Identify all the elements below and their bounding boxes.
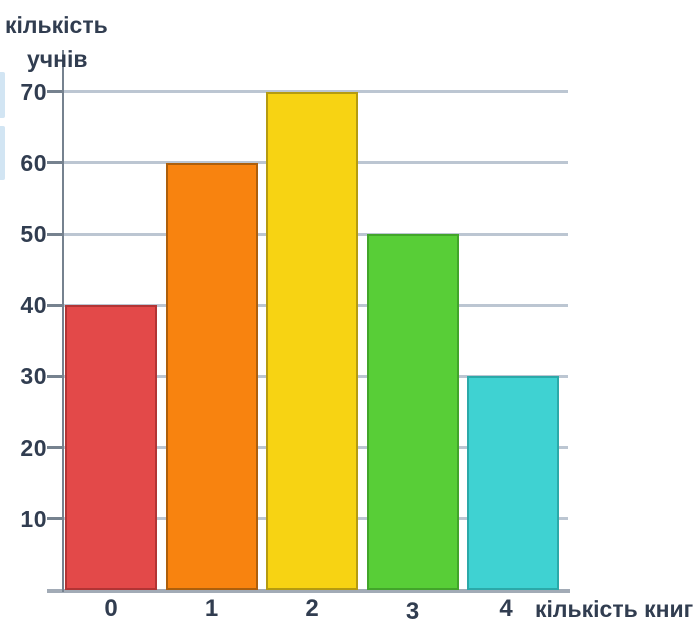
y-axis-title-line2: учнів <box>27 46 88 72</box>
y-axis-title: кількість учнів <box>5 12 108 73</box>
y-tick-30 <box>47 374 64 378</box>
y-tick-20 <box>47 446 64 450</box>
left-edge-fragment <box>0 126 5 180</box>
bar-4 <box>467 376 559 590</box>
x-tick-label-3: 3 <box>405 598 420 624</box>
y-tick-label-40: 40 <box>20 292 47 319</box>
x-tick-label-0: 0 <box>104 595 118 622</box>
y-tick-50 <box>47 232 64 236</box>
y-tick-label-70: 70 <box>20 78 47 105</box>
y-tick-label-30: 30 <box>20 363 47 390</box>
y-tick-label-50: 50 <box>20 221 47 247</box>
y-tick-label-20: 20 <box>20 434 47 461</box>
x-tick-label-1: 1 <box>204 595 219 622</box>
x-tick-label-4: 4 <box>499 595 513 622</box>
bar-1 <box>165 162 258 590</box>
bar-2 <box>266 91 358 590</box>
y-axis-title-line1: кількість <box>5 12 108 38</box>
y-tick-label-60: 60 <box>20 149 47 176</box>
y-axis-line <box>62 50 64 592</box>
x-axis-title: кількість книг <box>535 596 694 622</box>
bar-0 <box>65 305 157 590</box>
y-tick-60 <box>47 161 64 165</box>
y-tick-10 <box>47 517 64 521</box>
x-tick-label-2: 2 <box>305 595 319 622</box>
bar-3 <box>366 234 459 590</box>
left-edge-fragment <box>0 72 5 118</box>
x-axis-line <box>47 589 570 593</box>
y-tick-40 <box>47 303 64 307</box>
y-tick-label-10: 10 <box>20 505 47 532</box>
y-tick-70 <box>47 90 64 94</box>
